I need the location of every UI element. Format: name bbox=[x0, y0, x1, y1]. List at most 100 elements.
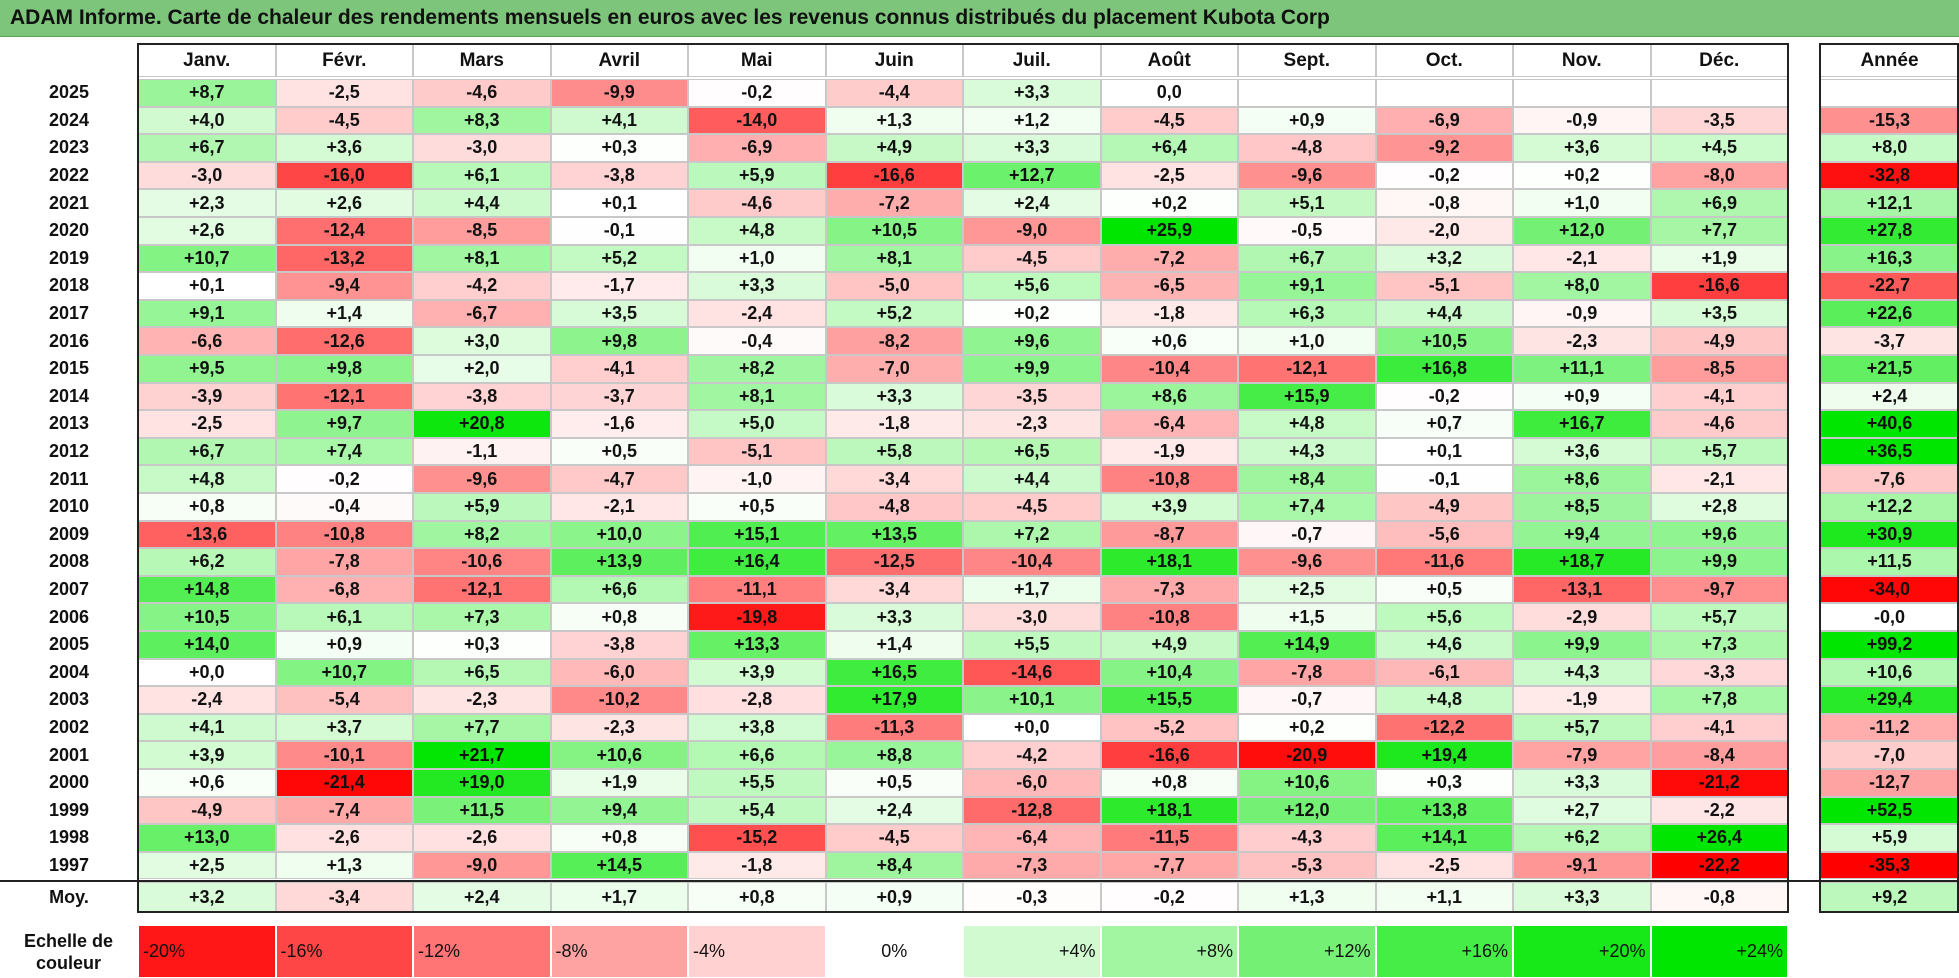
heatmap-cell: +10,5 bbox=[1375, 327, 1513, 355]
month-header-10: Oct. bbox=[1375, 44, 1513, 77]
heatmap-cell: -5,4 bbox=[275, 686, 413, 714]
title-bar: ADAM Informe. Carte de chaleur des rende… bbox=[0, 0, 1959, 37]
heatmap-cell: +12,7 bbox=[963, 161, 1101, 190]
legend-swatch: -8% bbox=[550, 925, 688, 978]
heatmap-cell: -9,7 bbox=[1650, 575, 1788, 604]
heatmap-cell: -3,4 bbox=[825, 575, 963, 604]
heatmap-cell: -9,9 bbox=[550, 79, 688, 107]
year-label: 2020 bbox=[0, 217, 138, 245]
average-cell: +2,4 bbox=[413, 882, 551, 912]
heatmap-cell: -0,9 bbox=[1513, 299, 1651, 328]
heatmap-cell: +9,8 bbox=[275, 355, 413, 383]
heatmap-cell: +8,7 bbox=[138, 79, 276, 107]
heatmap-cell: -3,0 bbox=[138, 161, 276, 190]
heatmap-cell: -1,7 bbox=[550, 272, 688, 300]
heatmap-cell: -9,6 bbox=[1238, 548, 1376, 576]
legend-swatch: +4% bbox=[963, 925, 1101, 978]
year-total-cell: -22,7 bbox=[1820, 272, 1959, 300]
year-label: 1998 bbox=[0, 824, 138, 852]
heatmap-cell bbox=[1238, 79, 1376, 107]
heatmap-cell: -10,8 bbox=[275, 520, 413, 549]
heatmap-cell: +19,4 bbox=[1375, 741, 1513, 769]
heatmap-cell: -15,2 bbox=[688, 824, 826, 852]
heatmap-cell: +8,3 bbox=[413, 106, 551, 135]
heatmap-cell: -21,2 bbox=[1650, 769, 1788, 797]
heatmap-cell: -4,4 bbox=[825, 79, 963, 107]
heatmap-cell: -2,4 bbox=[688, 299, 826, 328]
heatmap-cell: +9,4 bbox=[550, 796, 688, 825]
heatmap-cell: +8,5 bbox=[1513, 493, 1651, 521]
heatmap-cell: -2,1 bbox=[1513, 244, 1651, 273]
heatmap-cell: +13,8 bbox=[1375, 796, 1513, 825]
month-header-12: Déc. bbox=[1650, 44, 1788, 77]
average-cell: -0,3 bbox=[963, 882, 1101, 912]
heatmap-cell: +0,0 bbox=[963, 713, 1101, 742]
heatmap-cell: -9,0 bbox=[963, 217, 1101, 245]
heatmap-cell: +5,6 bbox=[963, 272, 1101, 300]
year-label: 2018 bbox=[0, 272, 138, 300]
heatmap-cell: -4,8 bbox=[1238, 134, 1376, 162]
year-label: 2007 bbox=[0, 575, 138, 604]
heatmap-cell: -19,8 bbox=[688, 603, 826, 631]
heatmap-cell: +0,3 bbox=[1375, 769, 1513, 797]
heatmap-cell: -9,1 bbox=[1513, 851, 1651, 880]
heatmap-cell: +3,6 bbox=[275, 134, 413, 162]
heatmap-cell: +2,4 bbox=[825, 796, 963, 825]
heatmap-cell: +0,9 bbox=[1513, 382, 1651, 411]
heatmap-cell: +3,5 bbox=[550, 299, 688, 328]
heatmap-cell: -6,9 bbox=[688, 134, 826, 162]
year-total-cell: +52,5 bbox=[1820, 796, 1959, 825]
heatmap-cell: +18,7 bbox=[1513, 548, 1651, 576]
heatmap-cell: +10,6 bbox=[550, 741, 688, 769]
heatmap-cell: +6,7 bbox=[138, 134, 276, 162]
year-label: 2025 bbox=[0, 79, 138, 107]
heatmap-cell: -0,2 bbox=[688, 79, 826, 107]
year-label: 2005 bbox=[0, 631, 138, 659]
heatmap-cell: +3,3 bbox=[1513, 769, 1651, 797]
heatmap-cell: -2,5 bbox=[1100, 161, 1238, 190]
heatmap-cell: -14,0 bbox=[688, 106, 826, 135]
heatmap-cell: -7,2 bbox=[1100, 244, 1238, 273]
heatmap-cell: -2,6 bbox=[275, 824, 413, 852]
heatmap-cell: -12,1 bbox=[1238, 355, 1376, 383]
heatmap-cell: -3,0 bbox=[413, 134, 551, 162]
heatmap-cell: -16,6 bbox=[825, 161, 963, 190]
heatmap-cell: -9,0 bbox=[413, 851, 551, 880]
heatmap-cell: -4,6 bbox=[413, 79, 551, 107]
heatmap-cell: -12,6 bbox=[275, 327, 413, 355]
heatmap-cell: -2,3 bbox=[963, 410, 1101, 438]
heatmap-cell: -3,9 bbox=[138, 382, 276, 411]
heatmap-cell: +25,9 bbox=[1100, 217, 1238, 245]
heatmap-cell: -0,7 bbox=[1238, 520, 1376, 549]
year-label: 2012 bbox=[0, 437, 138, 466]
average-cell: +3,3 bbox=[1513, 882, 1651, 912]
heatmap-cell: +0,2 bbox=[1100, 189, 1238, 217]
heatmap-cell: +9,5 bbox=[138, 355, 276, 383]
heatmap-cell: +0,7 bbox=[1375, 410, 1513, 438]
heatmap-cell: +5,6 bbox=[1375, 603, 1513, 631]
heatmap-cell: +4,6 bbox=[1375, 631, 1513, 659]
heatmap-cell: +20,8 bbox=[413, 410, 551, 438]
heatmap-cell: +3,6 bbox=[1513, 134, 1651, 162]
heatmap-cell: +3,9 bbox=[688, 658, 826, 687]
heatmap-cell: -8,5 bbox=[413, 217, 551, 245]
heatmap-cell: +0,1 bbox=[1375, 437, 1513, 466]
heatmap-cell: -3,3 bbox=[1650, 658, 1788, 687]
heatmap-cell: +1,3 bbox=[825, 106, 963, 135]
heatmap-cell: -0,2 bbox=[275, 465, 413, 493]
heatmap-cell: -12,1 bbox=[413, 575, 551, 604]
heatmap-cell: -4,5 bbox=[1100, 106, 1238, 135]
heatmap-cell: -16,6 bbox=[1650, 272, 1788, 300]
heatmap-cell: -3,8 bbox=[550, 161, 688, 190]
year-label: 2002 bbox=[0, 713, 138, 742]
heatmap-cell: +7,8 bbox=[1650, 686, 1788, 714]
heatmap-cell: +0,5 bbox=[550, 437, 688, 466]
heatmap-cell: +6,5 bbox=[963, 437, 1101, 466]
year-total-cell: -35,3 bbox=[1820, 851, 1959, 880]
heatmap-cell: -6,9 bbox=[1375, 106, 1513, 135]
heatmap-cell: +7,2 bbox=[963, 520, 1101, 549]
heatmap-cell: -2,3 bbox=[413, 686, 551, 714]
heatmap-cell: +7,7 bbox=[1650, 217, 1788, 245]
year-total-cell: +10,6 bbox=[1820, 658, 1959, 687]
